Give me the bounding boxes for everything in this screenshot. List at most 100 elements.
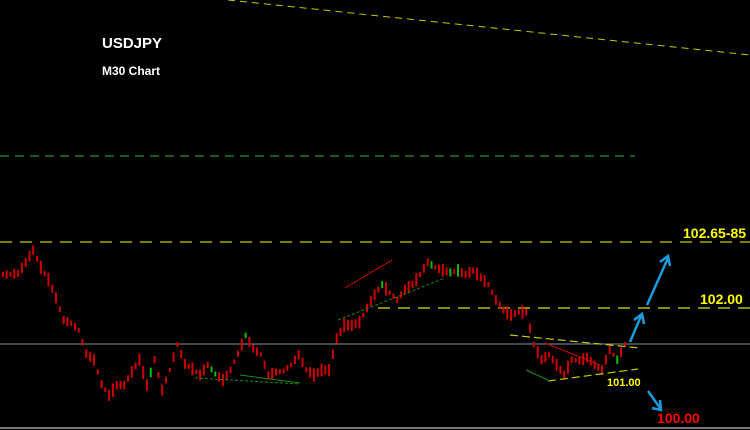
price-bars xyxy=(0,245,626,401)
arrow-down-icon xyxy=(646,390,663,412)
price-bar xyxy=(320,363,323,377)
price-bar xyxy=(593,360,596,370)
price-bar xyxy=(183,358,186,369)
price-bar xyxy=(28,250,31,262)
price-bar xyxy=(479,273,482,282)
price-bar xyxy=(252,344,255,353)
price-bar xyxy=(237,350,239,357)
price-bar xyxy=(377,286,380,293)
price-bar xyxy=(582,353,585,366)
price-bar xyxy=(460,267,463,278)
price-bar xyxy=(438,264,441,274)
price-bar xyxy=(256,347,258,357)
price-bar xyxy=(574,358,577,363)
price-bar xyxy=(563,370,566,380)
price-bar xyxy=(457,264,459,277)
price-bar xyxy=(339,327,342,336)
price-bar xyxy=(362,312,365,318)
price-bar xyxy=(392,293,395,300)
price-bar xyxy=(290,362,293,367)
green-support-line xyxy=(194,377,301,385)
price-bar xyxy=(506,306,509,320)
price-bar xyxy=(434,265,437,270)
arrow-up-small-icon xyxy=(628,311,646,343)
price-bar xyxy=(108,389,111,401)
price-bar xyxy=(604,354,607,365)
price-bar xyxy=(146,379,148,391)
triangle-lower xyxy=(547,368,639,382)
price-bar xyxy=(616,355,619,365)
price-bar xyxy=(358,315,361,329)
price-bar xyxy=(74,323,76,331)
price-bar xyxy=(422,264,425,273)
price-bar xyxy=(286,365,289,371)
price-bar xyxy=(525,308,528,316)
price-bar xyxy=(176,342,179,347)
price-bar xyxy=(366,303,368,313)
price-bar xyxy=(39,260,42,275)
price-bar xyxy=(199,369,202,381)
price-bar xyxy=(309,367,312,378)
price-bar xyxy=(521,305,524,319)
price-bar xyxy=(316,368,319,377)
price-bar xyxy=(191,362,194,376)
price-bar xyxy=(123,380,126,390)
price-bar xyxy=(134,362,137,370)
price-bar xyxy=(51,284,54,293)
price-bar xyxy=(115,381,118,390)
price-bar xyxy=(548,352,550,358)
price-bar xyxy=(305,367,308,373)
price-bar xyxy=(248,336,251,348)
price-bar xyxy=(487,282,490,288)
price-bar xyxy=(559,365,562,375)
price-bar xyxy=(119,381,122,390)
price-bar xyxy=(17,270,20,277)
price-bar xyxy=(324,365,327,375)
price-bar xyxy=(623,342,626,347)
price-bar xyxy=(5,270,8,279)
price-bar xyxy=(331,349,334,359)
price-bar xyxy=(127,375,130,382)
price-bar xyxy=(620,347,623,358)
price-bar xyxy=(578,357,581,365)
price-bar xyxy=(62,315,65,325)
price-bar xyxy=(373,289,376,301)
price-bar xyxy=(43,270,46,277)
price-bar xyxy=(271,367,274,380)
price-bar xyxy=(608,345,611,355)
price-bar xyxy=(297,350,300,360)
price-bar xyxy=(244,332,247,339)
price-bar xyxy=(407,281,410,294)
price-bar xyxy=(214,371,217,377)
price-bar xyxy=(498,301,501,309)
price-bar xyxy=(221,373,224,387)
price-bar xyxy=(149,367,152,378)
price-bar xyxy=(20,262,23,274)
price-bar xyxy=(396,296,399,303)
price-bar xyxy=(597,364,600,371)
price-bar xyxy=(130,366,133,378)
price-bar xyxy=(104,387,107,392)
price-bar xyxy=(47,272,50,287)
price-bar xyxy=(491,289,494,295)
price-bar xyxy=(551,355,554,364)
price-bar xyxy=(142,365,145,380)
price-bar xyxy=(419,272,422,277)
price-bar xyxy=(195,369,198,374)
level-label-101-00: 101.00 xyxy=(607,377,641,389)
price-bar xyxy=(430,261,433,269)
chart-subtitle: M30 Chart xyxy=(102,64,161,78)
price-bar xyxy=(510,309,513,321)
triangle-upper xyxy=(509,334,641,349)
price-bar xyxy=(138,353,141,367)
price-bar xyxy=(172,352,175,363)
price-bar xyxy=(58,306,61,312)
price-bar xyxy=(293,355,296,364)
price-bar xyxy=(350,319,353,331)
long-trendline xyxy=(227,0,750,56)
price-bar xyxy=(1,271,4,278)
price-bar xyxy=(180,349,183,359)
price-bar xyxy=(426,258,429,267)
price-bar xyxy=(85,349,88,358)
